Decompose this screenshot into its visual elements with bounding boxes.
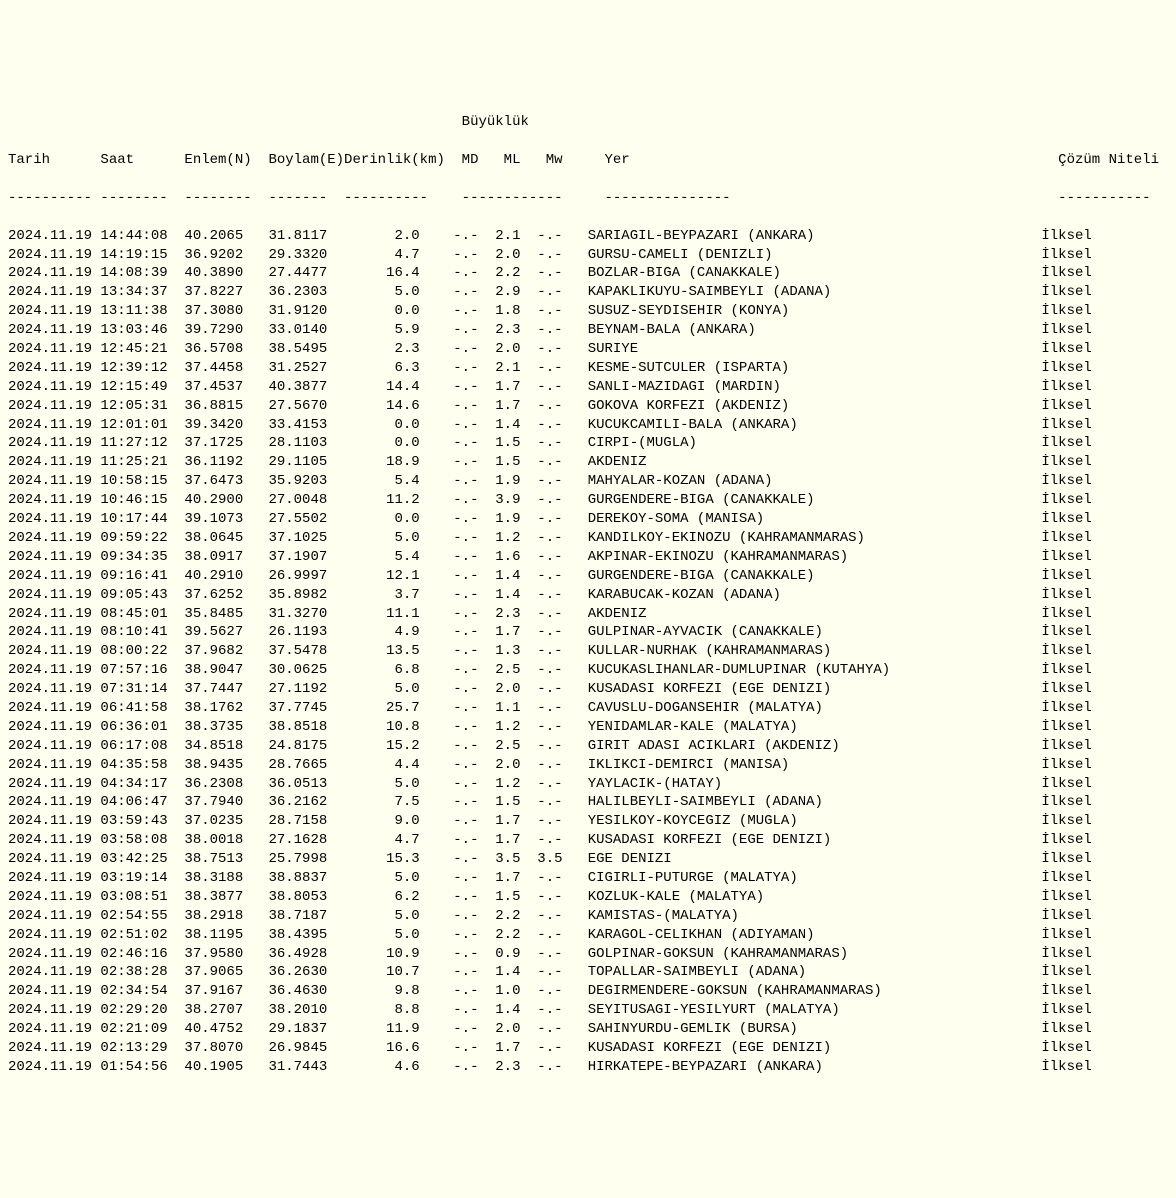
table-row: 2024.11.19 09:34:35 38.0917 37.1907 5.4 … bbox=[8, 548, 1176, 567]
table-row: 2024.11.19 07:57:16 38.9047 30.0625 6.8 … bbox=[8, 661, 1176, 680]
earthquake-list: Büyüklük Tarih Saat Enlem(N) Boylam(E)De… bbox=[0, 94, 1176, 1103]
table-row: 2024.11.19 12:39:12 37.4458 31.2527 6.3 … bbox=[8, 359, 1176, 378]
table-row: 2024.11.19 03:19:14 38.3188 38.8837 5.0 … bbox=[8, 869, 1176, 888]
table-row: 2024.11.19 13:34:37 37.8227 36.2303 5.0 … bbox=[8, 283, 1176, 302]
table-row: 2024.11.19 14:08:39 40.3890 27.4477 16.4… bbox=[8, 264, 1176, 283]
table-row: 2024.11.19 06:41:58 38.1762 37.7745 25.7… bbox=[8, 699, 1176, 718]
table-row: 2024.11.19 09:05:43 37.6252 35.8982 3.7 … bbox=[8, 586, 1176, 605]
table-row: 2024.11.19 04:35:58 38.9435 28.7665 4.4 … bbox=[8, 756, 1176, 775]
table-row: 2024.11.19 08:10:41 39.5627 26.1193 4.9 … bbox=[8, 623, 1176, 642]
table-row: 2024.11.19 14:19:15 36.9202 29.3320 4.7 … bbox=[8, 246, 1176, 265]
table-row: 2024.11.19 02:46:16 37.9580 36.4928 10.9… bbox=[8, 945, 1176, 964]
table-row: 2024.11.19 12:15:49 37.4537 40.3877 14.4… bbox=[8, 378, 1176, 397]
table-row: 2024.11.19 02:21:09 40.4752 29.1837 11.9… bbox=[8, 1020, 1176, 1039]
table-row: 2024.11.19 02:29:20 38.2707 38.2010 8.8 … bbox=[8, 1001, 1176, 1020]
table-row: 2024.11.19 03:58:08 38.0018 27.1628 4.7 … bbox=[8, 831, 1176, 850]
table-row: 2024.11.19 04:34:17 36.2308 36.0513 5.0 … bbox=[8, 775, 1176, 794]
table-row: 2024.11.19 14:44:08 40.2065 31.8117 2.0 … bbox=[8, 227, 1176, 246]
table-row: 2024.11.19 02:38:28 37.9065 36.2630 10.7… bbox=[8, 963, 1176, 982]
table-row: 2024.11.19 02:54:55 38.2918 38.7187 5.0 … bbox=[8, 907, 1176, 926]
table-row: 2024.11.19 08:45:01 35.8485 31.3270 11.1… bbox=[8, 605, 1176, 624]
table-row: 2024.11.19 02:13:29 37.8070 26.9845 16.6… bbox=[8, 1039, 1176, 1058]
table-row: 2024.11.19 08:00:22 37.9682 37.5478 13.5… bbox=[8, 642, 1176, 661]
table-row: 2024.11.19 10:46:15 40.2900 27.0048 11.2… bbox=[8, 491, 1176, 510]
table-row: 2024.11.19 06:36:01 38.3735 38.8518 10.8… bbox=[8, 718, 1176, 737]
data-rows: 2024.11.19 14:44:08 40.2065 31.8117 2.0 … bbox=[8, 227, 1176, 1077]
table-row: 2024.11.19 10:17:44 39.1073 27.5502 0.0 … bbox=[8, 510, 1176, 529]
table-row: 2024.11.19 03:42:25 38.7513 25.7998 15.3… bbox=[8, 850, 1176, 869]
table-row: 2024.11.19 10:58:15 37.6473 35.9203 5.4 … bbox=[8, 472, 1176, 491]
column-separator-row: ---------- -------- -------- ------- ---… bbox=[8, 189, 1176, 208]
table-row: 2024.11.19 12:01:01 39.3420 33.4153 0.0 … bbox=[8, 416, 1176, 435]
table-row: 2024.11.19 09:16:41 40.2910 26.9997 12.1… bbox=[8, 567, 1176, 586]
table-row: 2024.11.19 11:27:12 37.1725 28.1103 0.0 … bbox=[8, 434, 1176, 453]
table-row: 2024.11.19 12:45:21 36.5708 38.5495 2.3 … bbox=[8, 340, 1176, 359]
column-header-row: Tarih Saat Enlem(N) Boylam(E)Derinlik(km… bbox=[8, 151, 1176, 170]
table-row: 2024.11.19 04:06:47 37.7940 36.2162 7.5 … bbox=[8, 793, 1176, 812]
table-row: 2024.11.19 12:05:31 36.8815 27.5670 14.6… bbox=[8, 397, 1176, 416]
table-row: 2024.11.19 01:54:56 40.1905 31.7443 4.6 … bbox=[8, 1058, 1176, 1077]
table-row: 2024.11.19 02:51:02 38.1195 38.4395 5.0 … bbox=[8, 926, 1176, 945]
magnitude-superheader: Büyüklük bbox=[8, 113, 1176, 132]
table-row: 2024.11.19 07:31:14 37.7447 27.1192 5.0 … bbox=[8, 680, 1176, 699]
table-row: 2024.11.19 11:25:21 36.1192 29.1105 18.9… bbox=[8, 453, 1176, 472]
table-row: 2024.11.19 03:59:43 37.0235 28.7158 9.0 … bbox=[8, 812, 1176, 831]
table-row: 2024.11.19 03:08:51 38.3877 38.8053 6.2 … bbox=[8, 888, 1176, 907]
table-row: 2024.11.19 02:34:54 37.9167 36.4630 9.8 … bbox=[8, 982, 1176, 1001]
table-row: 2024.11.19 13:03:46 39.7290 33.0140 5.9 … bbox=[8, 321, 1176, 340]
table-row: 2024.11.19 13:11:38 37.3080 31.9120 0.0 … bbox=[8, 302, 1176, 321]
table-row: 2024.11.19 06:17:08 34.8518 24.8175 15.2… bbox=[8, 737, 1176, 756]
table-row: 2024.11.19 09:59:22 38.0645 37.1025 5.0 … bbox=[8, 529, 1176, 548]
